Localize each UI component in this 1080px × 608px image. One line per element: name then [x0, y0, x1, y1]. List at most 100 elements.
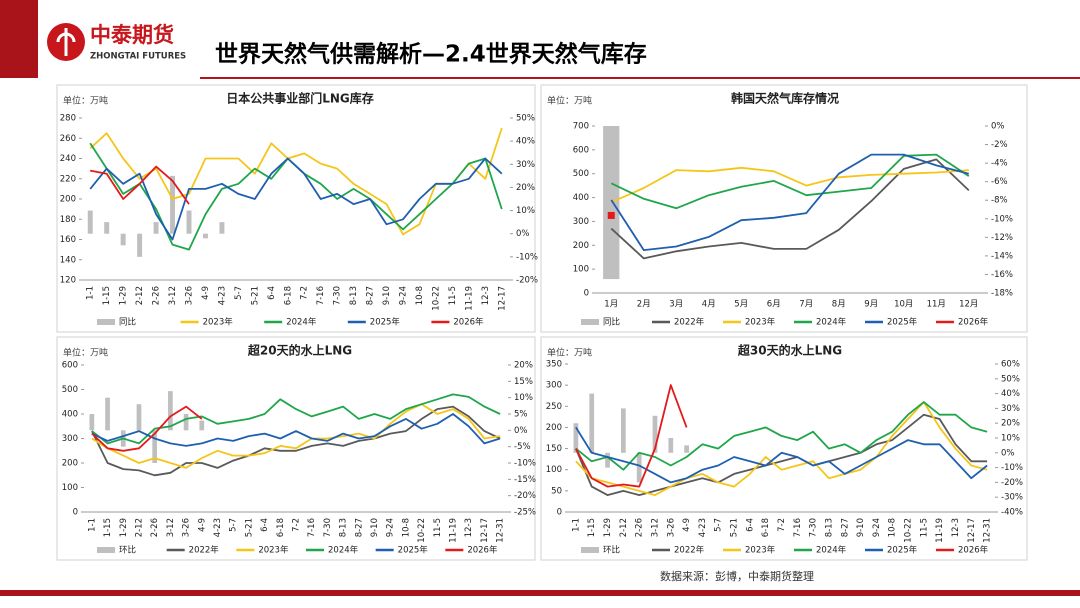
x-tick-label: 1-29	[119, 518, 129, 537]
legend-label: 环比	[119, 545, 136, 556]
x-tick-label: 12月	[959, 300, 978, 310]
x-tick-label: 9-24	[399, 286, 409, 305]
series-line	[575, 401, 988, 471]
legend-label: 同比	[603, 317, 620, 328]
legend-swatch	[97, 547, 115, 553]
y2-tick-label: -20%	[516, 276, 538, 286]
series-line	[91, 413, 501, 447]
x-tick-label: 10-22	[904, 518, 914, 543]
x-tick-label: 11-5	[919, 518, 929, 537]
y2-tick-label: -10%	[516, 252, 538, 262]
x-tick-label: 12-3	[481, 286, 491, 305]
x-tick-label: 2-26	[150, 518, 160, 537]
x-tick-label: 8-27	[840, 518, 850, 537]
x-tick-label: 3月	[669, 300, 683, 310]
x-tick-label: 12-31	[496, 518, 506, 543]
y-tick-label: 240	[60, 154, 76, 164]
x-tick-label: 11-5	[448, 286, 458, 305]
bar	[137, 233, 143, 257]
y-tick-label: 250	[546, 402, 562, 412]
x-tick-label: 11-5	[433, 518, 443, 537]
x-tick-label: 4-23	[217, 286, 227, 305]
x-tick-label: 9-10	[856, 518, 866, 537]
y-tick-label: 260	[60, 134, 76, 144]
x-tick-label: 10月	[894, 300, 913, 310]
y2-tick-label: 5%	[514, 410, 528, 420]
y2-tick-label: 10%	[514, 393, 533, 403]
unit-label: 单位：万吨	[63, 347, 108, 359]
x-tick-label: 3-26	[185, 286, 195, 305]
legend-label: 2026年	[958, 317, 989, 328]
series-line	[575, 426, 988, 484]
y2-tick-label: 50%	[516, 114, 535, 124]
bar	[603, 126, 620, 280]
y-tick-label: 0	[73, 508, 78, 518]
logo-symbol	[56, 28, 76, 56]
x-tick-label: 8-13	[349, 286, 359, 305]
y2-tick-label: 20%	[1001, 419, 1020, 429]
x-tick-label: 10-22	[417, 518, 427, 543]
y2-tick-label: -12%	[991, 233, 1013, 243]
legend-label: 2026年	[453, 317, 484, 328]
bar	[120, 233, 126, 246]
source-note: 数据来源：彭博，中泰期货整理	[660, 569, 814, 583]
bar	[153, 222, 159, 234]
bar	[219, 222, 225, 234]
bar	[605, 452, 610, 468]
x-tick-label: 4-9	[682, 518, 692, 532]
x-tick-label: 7-16	[307, 518, 317, 537]
legend-label: 2024年	[328, 545, 359, 556]
x-tick-label: 6月	[767, 300, 781, 310]
y2-tick-label: -20%	[514, 491, 536, 501]
chart-title: 超20天的水上LNG	[247, 343, 352, 358]
y2-tick-label: -18%	[991, 289, 1013, 299]
x-tick-label: 4月	[702, 300, 716, 310]
series-line	[90, 165, 190, 205]
legend-label: 2022年	[674, 545, 705, 556]
x-tick-label: 7-30	[809, 518, 819, 537]
legend-label: 2022年	[189, 545, 220, 556]
x-tick-label: 2-26	[635, 518, 645, 537]
x-tick-label: 11月	[927, 300, 946, 310]
x-tick-label: 6-4	[745, 518, 755, 532]
x-tick-label: 12-17	[480, 518, 490, 543]
x-tick-label: 7-2	[300, 286, 310, 300]
legend-label: 同比	[119, 317, 136, 328]
y-tick-label: 180	[60, 215, 76, 225]
x-tick-label: 5-7	[714, 518, 724, 532]
x-tick-label: 8-27	[354, 518, 364, 537]
y2-tick-label: -2%	[991, 140, 1008, 150]
x-tick-label: 10-8	[401, 518, 411, 537]
logo-subtext: ZHONGTAI FUTURES	[90, 52, 186, 62]
x-tick-label: 4-9	[201, 286, 211, 300]
logo-text: 中泰期货	[90, 23, 174, 47]
x-tick-label: 12-31	[983, 518, 993, 543]
panel	[540, 84, 1028, 333]
x-tick-label: 6-18	[283, 286, 293, 305]
legend-label: 环比	[603, 545, 620, 556]
bar	[620, 408, 626, 453]
x-tick-label: 10-22	[431, 286, 441, 311]
y-tick-label: 200	[62, 459, 78, 469]
y2-tick-label: -14%	[991, 251, 1013, 261]
series-line	[89, 127, 503, 236]
x-tick-label: 8-13	[824, 518, 834, 537]
y-tick-label: 220	[60, 174, 76, 184]
x-tick-label: 1-29	[119, 286, 129, 305]
series-line	[575, 401, 988, 496]
bar	[136, 404, 142, 431]
x-tick-label: 12-3	[464, 518, 474, 537]
x-tick-label: 8月	[832, 300, 846, 310]
x-tick-label: 5-21	[244, 518, 254, 537]
series-line	[610, 166, 969, 204]
y2-tick-label: 20%	[516, 183, 535, 193]
legend-label: 2024年	[816, 317, 847, 328]
x-tick-label: 1-15	[587, 518, 597, 537]
legend-label: 2026年	[958, 545, 989, 556]
x-tick-label: 11-19	[935, 518, 945, 543]
x-tick-label: 1-1	[86, 286, 96, 300]
y2-tick-label: -40%	[1001, 508, 1023, 518]
x-tick-label: 3-12	[650, 518, 660, 537]
bar	[199, 420, 205, 431]
x-tick-label: 9-24	[872, 518, 882, 537]
